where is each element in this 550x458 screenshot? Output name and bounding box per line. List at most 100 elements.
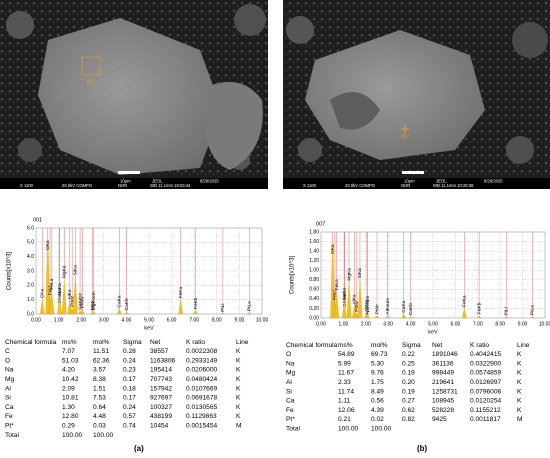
table-cell: Al	[286, 379, 292, 386]
table-cell: K	[517, 351, 522, 358]
x-tick-label: 9.00	[235, 317, 245, 323]
table-cell: 0.23	[123, 367, 136, 374]
y-tick-label: 1.0	[27, 297, 34, 303]
peak-label: PtMz	[69, 295, 75, 307]
table-cell: 0.56	[371, 398, 384, 405]
peak	[408, 316, 414, 319]
table-cell: 4.20	[62, 367, 75, 374]
table-cell: 0.19	[402, 370, 415, 377]
table-cell: 0.2933149	[186, 357, 218, 364]
peak-label: CaKb	[124, 298, 130, 310]
peak-label: FeKb	[476, 302, 482, 314]
table-cell: 528228	[432, 407, 454, 414]
peak	[461, 308, 467, 319]
x-tick-label: 8.00	[212, 317, 222, 323]
table-cell: 0.0480424	[186, 376, 218, 383]
table-cell: 0.17	[123, 376, 136, 383]
table-cell: 0.57	[123, 413, 136, 420]
table-header: Chemical formula	[286, 342, 338, 349]
table-cell: 62.36	[93, 357, 110, 364]
table-cell: K	[236, 395, 241, 402]
table-cell: 0.19	[402, 388, 415, 395]
table-cell: 10.42	[62, 376, 79, 383]
spectrum-id: 001	[33, 217, 42, 223]
x-tick-label: 2.00	[76, 317, 86, 323]
peak	[61, 279, 67, 315]
sem-image	[0, 0, 268, 178]
x-tick-label: 3.00	[99, 317, 109, 323]
table-cell: K	[517, 370, 522, 377]
x-tick-label: 6.00	[451, 321, 461, 327]
y-tick-label: 1.20	[309, 258, 319, 264]
peak-label: OKa	[330, 244, 336, 254]
info-text: X 1100	[20, 183, 34, 188]
table-cell: 0.1129863	[186, 413, 217, 420]
table-cell: 11.51	[93, 348, 109, 355]
table-cell: Fe	[286, 407, 294, 414]
table-cell: 0.0011817	[470, 416, 501, 423]
peak	[341, 301, 347, 319]
peak-label: NaKa	[57, 283, 63, 295]
panel-label: (b)	[417, 444, 428, 453]
peak	[49, 291, 55, 315]
peak-label: PtLa	[247, 301, 253, 311]
peak-label: CaKb	[408, 303, 414, 315]
panel-label: (a)	[134, 444, 144, 453]
table-cell: 157942	[150, 385, 172, 392]
table-cell: 10.81	[62, 395, 79, 402]
info-text: WD 11.1mm 16:03:44	[150, 183, 191, 188]
peak	[334, 291, 340, 319]
table-cell: 0.24	[123, 357, 136, 364]
peak-label: AlKa	[67, 289, 73, 299]
x-tick-label: 5.00	[144, 317, 154, 323]
peak	[346, 282, 352, 319]
point-label: 007	[401, 134, 410, 140]
point-label: 001	[87, 79, 96, 85]
table-cell: 1891046	[432, 351, 458, 358]
x-tick-label: 7.00	[473, 321, 483, 327]
table-cell: Si	[286, 388, 292, 395]
table-cell: K	[517, 388, 522, 395]
x-tick-label: 1.00	[54, 317, 64, 323]
peak	[193, 310, 199, 315]
table-cell: 195414	[150, 367, 172, 374]
info-text: 8/29/2025	[484, 179, 503, 184]
table-cell: 69.73	[371, 351, 388, 358]
table-cell: Pt*	[5, 422, 14, 429]
peak-label: PtLl	[504, 307, 510, 315]
y-tick-label: 6.0	[27, 225, 34, 231]
peak	[365, 315, 371, 319]
table-cell: M	[517, 416, 523, 423]
table-cell: 1.11	[338, 398, 351, 405]
table-cell: 0.64	[93, 404, 106, 411]
table-cell: 0.29	[62, 422, 75, 429]
table-cell: 219641	[432, 379, 454, 386]
info-text: JEOL	[436, 179, 447, 184]
table-cell: K	[517, 398, 522, 405]
peak-label: SiKa	[357, 268, 363, 278]
table-header: K ratio	[470, 342, 489, 349]
peak-label: MgKa	[62, 265, 68, 278]
peak-label: OKsum	[57, 288, 63, 304]
table-cell: 0.03	[93, 422, 106, 429]
peak	[220, 313, 226, 315]
table-cell: 0.22	[402, 351, 415, 358]
table-cell: 1.30	[62, 404, 75, 411]
table-header: Sigma	[123, 339, 142, 346]
table-cell: O	[5, 357, 10, 364]
peak	[91, 311, 97, 315]
table-cell: Na	[5, 367, 14, 374]
table-cell: M	[236, 422, 242, 429]
table-cell: O	[286, 351, 291, 358]
info-text: 8/28/2025	[200, 179, 219, 184]
table-cell: 0.0120254	[470, 398, 502, 405]
table-cell: 0.0015454	[186, 422, 218, 429]
table-cell: Fe	[5, 413, 13, 420]
y-tick-label: 5.0	[27, 240, 34, 246]
peak-label: FeKb	[193, 297, 199, 309]
table-header: mol%	[93, 339, 110, 346]
table-cell: 108945	[432, 398, 454, 405]
table-cell: K	[236, 385, 241, 392]
peak	[529, 316, 536, 319]
